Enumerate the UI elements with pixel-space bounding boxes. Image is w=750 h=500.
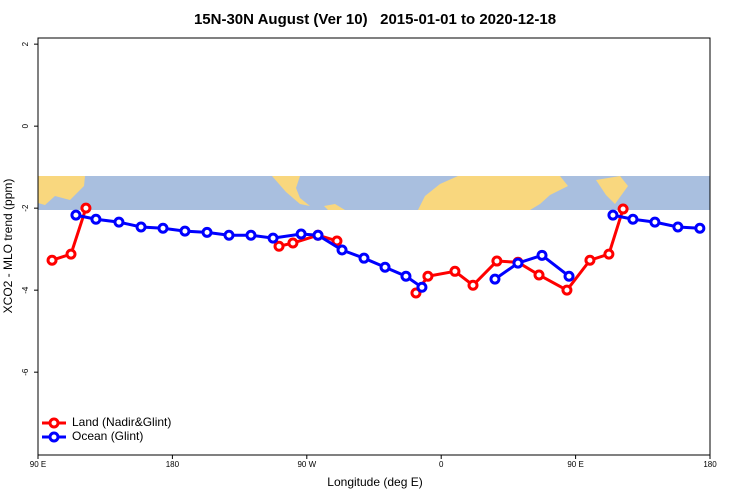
point	[627, 213, 639, 225]
legend: Land (Nadir&Glint)Ocean (Glint)	[42, 415, 171, 443]
point	[607, 209, 619, 221]
point	[46, 254, 58, 266]
y-axis-label: XCO2 - MLO trend (ppm)	[1, 179, 15, 314]
point	[584, 254, 596, 266]
point	[201, 226, 213, 238]
point	[179, 225, 191, 237]
y-tick-label: -4	[21, 286, 30, 294]
x-tick-label: 90 W	[297, 460, 316, 469]
point	[422, 270, 434, 282]
point	[287, 237, 299, 249]
point	[536, 249, 548, 261]
y-tick-label: -6	[21, 368, 30, 376]
y-tick-label: 2	[21, 41, 30, 46]
point	[70, 209, 82, 221]
point	[491, 255, 503, 267]
point	[617, 203, 629, 215]
point	[467, 279, 479, 291]
point	[135, 221, 147, 233]
point	[649, 216, 661, 228]
legend-label: Ocean (Glint)	[72, 429, 143, 443]
point	[273, 240, 285, 252]
x-tick-label: 90 E	[567, 460, 583, 469]
point	[90, 213, 102, 225]
point	[223, 229, 235, 241]
point	[358, 252, 370, 264]
point	[561, 284, 573, 296]
legend-marker	[48, 417, 60, 429]
point	[80, 202, 92, 214]
map-strip	[38, 176, 710, 210]
x-tick-label: 90 E	[30, 460, 46, 469]
point	[65, 248, 77, 260]
x-tick-label: 180	[166, 460, 180, 469]
y-tick-label: 0	[21, 123, 30, 128]
point	[295, 228, 307, 240]
point	[449, 265, 461, 277]
point	[672, 221, 684, 233]
point	[512, 257, 524, 269]
point	[379, 261, 391, 273]
point	[533, 269, 545, 281]
x-tick-label: 0	[439, 460, 444, 469]
point	[694, 222, 706, 234]
legend-label: Land (Nadir&Glint)	[72, 415, 171, 429]
point	[400, 270, 412, 282]
x-tick-label: 180	[703, 460, 717, 469]
point	[603, 248, 615, 260]
point	[416, 281, 428, 293]
point	[157, 222, 169, 234]
point	[331, 235, 343, 247]
point	[312, 229, 324, 241]
plot-frame	[37, 37, 711, 456]
point	[336, 244, 348, 256]
point	[113, 216, 125, 228]
chart-title: 15N-30N August (Ver 10) 2015-01-01 to 20…	[194, 11, 556, 28]
y-tick-label: -2	[21, 204, 30, 212]
point	[245, 229, 257, 241]
legend-marker	[48, 431, 60, 443]
point	[563, 270, 575, 282]
point	[267, 232, 279, 244]
x-axis-label: Longitude (deg E)	[327, 475, 422, 489]
point	[489, 273, 501, 285]
